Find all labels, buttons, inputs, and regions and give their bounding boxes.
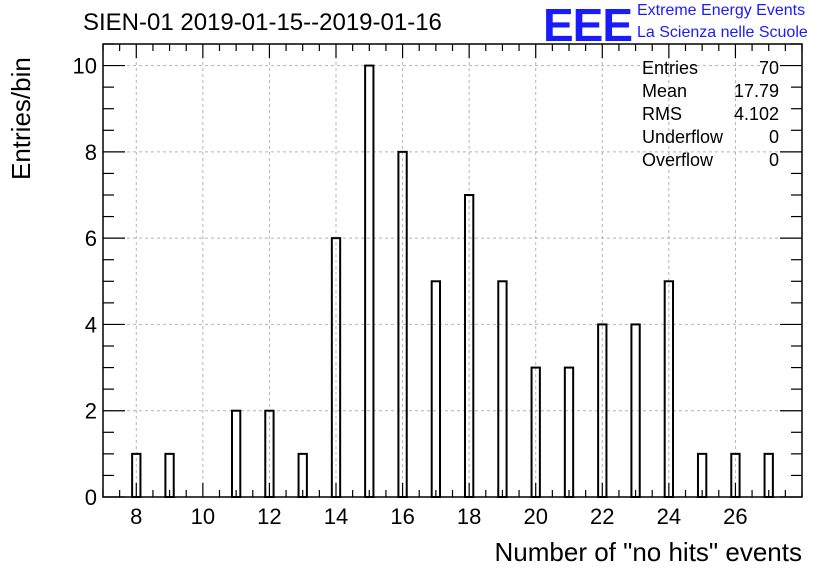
x-tick-label: 14 [324, 504, 348, 529]
stat-underflow-value: 0 [768, 127, 779, 147]
x-tick-label: 22 [590, 504, 614, 529]
stat-overflow-value: 0 [768, 150, 779, 170]
plot-frame [102, 43, 803, 498]
x-axis-label: Number of "no hits" events [494, 537, 803, 567]
stat-mean-value: 17.79 [733, 81, 779, 101]
x-tick-label: 8 [130, 504, 142, 529]
stat-mean-label: Mean [642, 81, 688, 101]
histogram-bar [497, 280, 508, 498]
x-tick-label: 16 [390, 504, 414, 529]
x-tick-label: 24 [657, 504, 681, 529]
x-tick-label: 18 [457, 504, 481, 529]
y-tick-label: 2 [85, 399, 97, 424]
eee-logo: EEE [543, 0, 633, 51]
y-tick-label: 6 [85, 226, 97, 251]
histogram-bar [430, 280, 442, 498]
x-tick-label: 20 [523, 504, 547, 529]
x-tick-label: 12 [257, 504, 281, 529]
y-tick-label: 0 [85, 485, 97, 510]
stat-overflow-label: Overflow [642, 150, 714, 170]
stat-rms-label: RMS [642, 104, 682, 124]
stat-rms-value: 4.102 [733, 104, 779, 124]
y-axis-label: Entries/bin [6, 57, 36, 180]
chart-title: SIEN-01 2019-01-15--2019-01-16 [83, 9, 442, 36]
stat-underflow-label: Underflow [642, 127, 724, 147]
histogram-bar [230, 409, 242, 499]
stat-entries-value: 70 [758, 58, 779, 78]
y-tick-label: 4 [85, 312, 97, 337]
stat-entries-label: Entries [642, 58, 699, 78]
logo-text-line1: Extreme Energy Events [637, 2, 806, 19]
histogram-bar [364, 64, 375, 498]
y-tick-label: 8 [85, 140, 97, 165]
x-tick-label: 26 [723, 504, 747, 529]
histogram-bar [563, 366, 575, 499]
x-tick-label: 10 [191, 504, 215, 529]
logo-text-line2: La Scienza nelle Scuole [637, 24, 808, 41]
y-tick-label: 10 [73, 54, 97, 79]
